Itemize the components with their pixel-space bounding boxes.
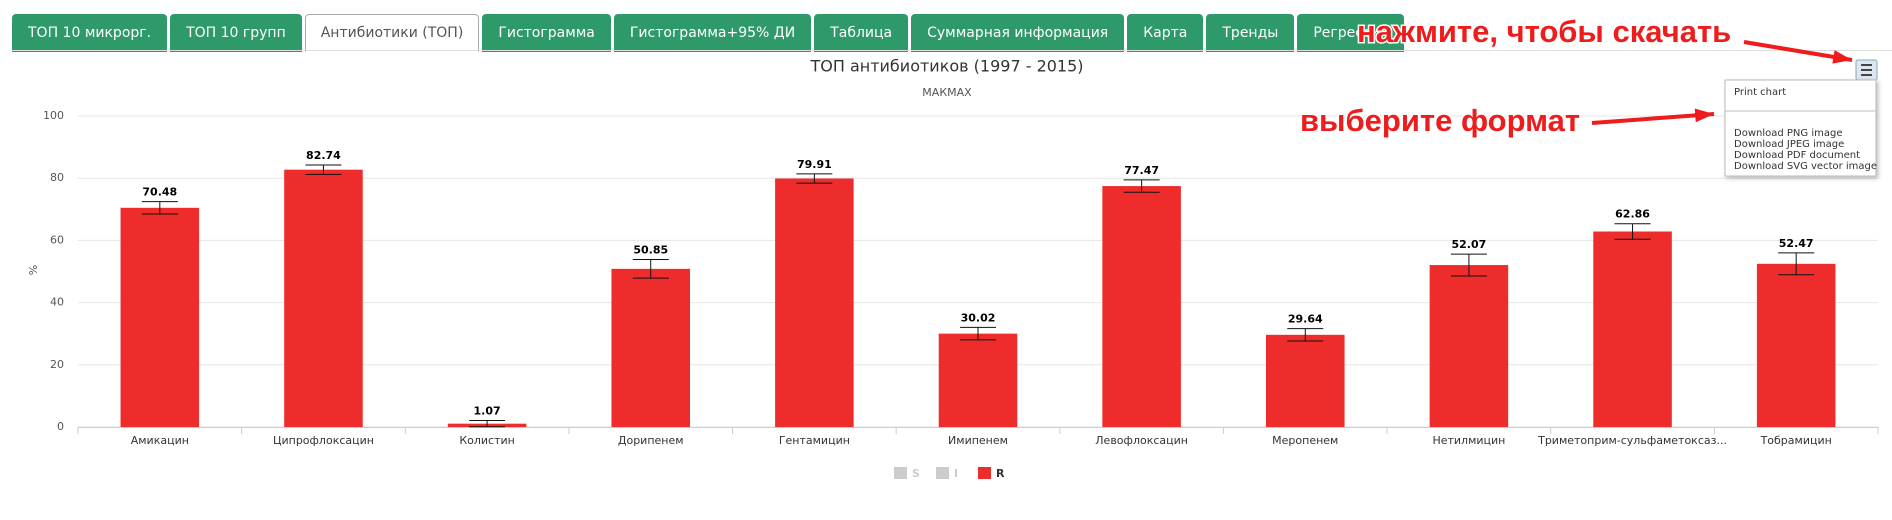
chart-title: ТОП антибиотиков (1997 - 2015)	[809, 57, 1083, 76]
legend-swatch[interactable]	[978, 467, 991, 479]
bar	[1102, 186, 1181, 427]
error-bar	[1450, 253, 1487, 277]
bar	[120, 207, 200, 427]
tab-rule	[12, 50, 1892, 51]
data-label: 82.74	[306, 149, 341, 162]
y-tick-label: 100	[43, 109, 64, 122]
error-bar	[960, 326, 996, 341]
data-label: 52.07	[1452, 238, 1487, 251]
bar	[775, 178, 854, 427]
x-tick-label: Дорипенем	[618, 434, 684, 447]
y-tick-label: 20	[50, 358, 64, 371]
y-tick-label: 60	[50, 233, 64, 246]
data-label: 50.85	[633, 244, 668, 257]
bar	[1266, 334, 1345, 427]
tab[interactable]: Тренды	[1206, 14, 1295, 52]
annotation: нажмите, чтобы скачать	[1357, 14, 1731, 49]
tab-bar: ТОП 10 микрорг. ТОП 10 групп Антибиотики (…	[12, 14, 1405, 52]
error-bar	[632, 259, 669, 279]
tab[interactable]: Карта	[1127, 14, 1204, 52]
data-label: 29.64	[1288, 313, 1323, 326]
legend-swatch[interactable]	[894, 467, 907, 479]
error-bar	[1287, 328, 1324, 342]
data-label: 1.07	[474, 405, 501, 418]
data-label: 79.91	[797, 158, 832, 171]
error-bar	[1614, 223, 1651, 240]
error-bar	[796, 173, 833, 184]
x-tick-label: Амикацин	[131, 434, 189, 447]
data-label: 62.86	[1615, 208, 1650, 221]
tab[interactable]: ТОП 10 микрорг.	[12, 14, 168, 52]
y-tick-label: 80	[50, 171, 64, 184]
arrow-head	[1832, 50, 1852, 64]
bar	[1429, 265, 1509, 427]
y-axis-label: %	[27, 265, 40, 275]
tab[interactable]: Регрессия	[1297, 14, 1405, 52]
menu-panel	[1724, 79, 1877, 177]
legend-label[interactable]: R	[996, 467, 1005, 480]
bar	[611, 268, 690, 427]
annotation: выберите формат	[1300, 103, 1580, 138]
x-tick-label: Триметоприм-сульфаметоксаз...	[1537, 434, 1727, 447]
error-bar	[469, 420, 506, 428]
menu-item[interactable]: Print chart	[1734, 87, 1786, 98]
bar	[1756, 263, 1836, 427]
x-tick-label: Левофлоксацин	[1095, 434, 1188, 447]
tab[interactable]: Гистограмма+95% ДИ	[613, 14, 812, 52]
tab[interactable]: Суммарная информация	[911, 14, 1125, 52]
legend-label[interactable]: S	[912, 467, 920, 480]
menu-item[interactable]: Download PNG image	[1734, 128, 1842, 139]
tab[interactable]: Антибиотики (ТОП)	[304, 14, 480, 52]
error-bar	[1778, 252, 1815, 276]
tab[interactable]: ТОП 10 групп	[170, 14, 302, 52]
tab[interactable]: Гистограмма	[482, 14, 611, 52]
x-tick-label: Имипенем	[948, 434, 1008, 447]
x-tick-label: Тобрамицин	[1760, 434, 1832, 447]
data-label: 30.02	[961, 311, 996, 324]
chart-subtitle: МАКМАХ	[922, 86, 972, 99]
y-tick-label: 0	[57, 420, 64, 433]
y-tick-label: 40	[50, 296, 64, 309]
error-bar	[305, 164, 342, 175]
bar	[938, 333, 1018, 427]
x-tick-label: Меропенем	[1272, 434, 1338, 447]
arrow	[1591, 112, 1715, 125]
bar	[284, 169, 363, 428]
menu-item[interactable]: Download JPEG image	[1734, 139, 1844, 150]
menu-item[interactable]: Download PDF document	[1734, 150, 1860, 161]
tab[interactable]: Таблица	[814, 14, 909, 52]
error-bar	[1123, 179, 1160, 193]
error-bar	[141, 201, 178, 215]
legend-swatch[interactable]	[936, 467, 949, 479]
legend-label[interactable]: I	[954, 467, 958, 480]
x-tick-label: Колистин	[459, 434, 515, 447]
bar	[1593, 231, 1672, 427]
data-label: 52.47	[1779, 237, 1814, 250]
x-tick-label: Ципрофлоксацин	[273, 434, 374, 447]
data-label: 77.47	[1124, 164, 1159, 177]
x-tick-label: Гентамицин	[779, 434, 850, 447]
x-tick-label: Нетилмицин	[1432, 434, 1505, 447]
menu-item[interactable]: Download SVG vector image	[1734, 161, 1877, 172]
data-label: 70.48	[142, 186, 177, 199]
arrow-head	[1694, 108, 1714, 123]
